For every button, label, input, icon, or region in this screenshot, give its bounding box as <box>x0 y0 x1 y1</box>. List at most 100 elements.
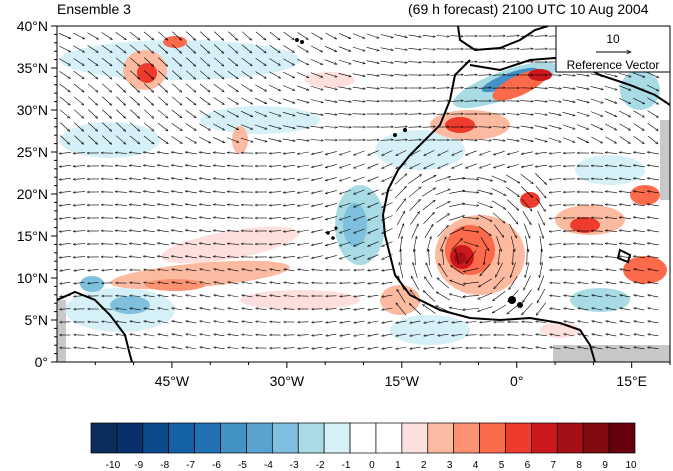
wind-arrow <box>87 135 98 145</box>
wind-arrow <box>408 187 421 198</box>
wind-arrow <box>284 269 295 272</box>
wind-arrow <box>452 150 463 156</box>
colorbar-tick-label: -10 <box>106 460 121 471</box>
wind-arrow <box>157 256 169 259</box>
wind-arrow <box>368 270 379 271</box>
wind-arrow <box>87 57 98 66</box>
wind-arrow <box>380 140 394 141</box>
wind-arrow <box>143 165 155 168</box>
wind-arrow <box>115 257 128 258</box>
wind-arrow <box>354 333 365 336</box>
wind-arrow <box>394 47 408 50</box>
wind-arrow <box>592 295 603 298</box>
wind-arrow <box>647 256 659 259</box>
wind-arrow <box>115 44 126 53</box>
wind-arrow <box>254 111 267 117</box>
wind-arrow <box>199 110 211 117</box>
wind-arrow <box>506 114 520 115</box>
wind-arrow <box>115 135 126 145</box>
wind-arrow <box>241 57 252 66</box>
wind-arrow <box>115 153 128 154</box>
wind-arrow <box>270 269 281 272</box>
colorbar-tick-label: -4 <box>264 460 273 471</box>
wind-arrow <box>129 31 140 40</box>
wind-arrow <box>606 282 617 285</box>
wind-arrow <box>464 140 478 141</box>
wind-arrow <box>522 347 533 348</box>
wind-arrow <box>59 96 70 105</box>
lon-tick-label: 15°E <box>616 373 647 389</box>
wind-arrow <box>521 151 533 154</box>
colorbar-tick-label: 9 <box>602 460 608 471</box>
wind-arrow <box>605 136 616 144</box>
wind-arrow <box>478 75 492 76</box>
wind-arrow <box>338 33 351 39</box>
wind-arrow <box>633 243 645 246</box>
wind-arrow <box>283 58 294 66</box>
wind-arrow <box>88 283 99 284</box>
wind-arrow <box>647 135 658 144</box>
wind-arrow <box>115 192 128 193</box>
wind-arrow <box>513 248 514 265</box>
wind-arrow <box>366 73 380 76</box>
wind-arrow <box>450 266 464 275</box>
wind-arrow <box>478 226 492 235</box>
wind-arrow <box>129 122 140 132</box>
wind-arrow <box>144 347 155 350</box>
wind-arrow <box>185 165 197 168</box>
wind-arrow <box>59 109 70 118</box>
wind-arrow <box>506 199 519 211</box>
wind-arrow <box>633 191 645 194</box>
wind-arrow <box>368 294 379 297</box>
wind-arrow <box>158 347 169 350</box>
wind-arrow <box>227 70 238 79</box>
wind-arrow <box>592 321 603 324</box>
colorbar: -10 -9 -8 -7 -6 -5 -4 -3 -2 -1 0 1 2 3 4 5 6 7 8 9 10 <box>90 422 637 471</box>
wind-arrow <box>368 241 379 247</box>
wind-arrow <box>186 308 197 311</box>
wind-arrow <box>340 346 351 349</box>
wind-arrow <box>129 230 142 231</box>
wind-arrow <box>550 334 561 337</box>
wind-arrow <box>199 83 210 92</box>
wind-arrow <box>449 216 464 221</box>
wind-arrow <box>506 138 520 141</box>
wind-arrow <box>506 125 520 128</box>
wind-arrow <box>185 243 197 246</box>
wind-arrow <box>647 122 659 131</box>
wind-arrow <box>605 152 618 153</box>
wind-arrow <box>283 230 296 231</box>
wind-arrow <box>240 110 253 118</box>
wind-arrow <box>619 178 632 180</box>
wind-arrow <box>143 109 154 119</box>
wind-arrow <box>340 333 351 336</box>
wind-arrow <box>171 178 183 181</box>
wind-arrow <box>338 113 352 114</box>
wind-arrow <box>395 199 406 212</box>
colorbar-swatch <box>271 422 299 454</box>
wind-arrow <box>171 243 183 246</box>
wind-arrow <box>578 321 589 324</box>
wind-arrow <box>510 236 515 252</box>
wind-arrow <box>592 334 603 337</box>
wind-arrow <box>158 321 169 324</box>
wind-arrow <box>605 165 618 166</box>
wind-arrow <box>185 178 197 181</box>
wind-arrow <box>549 244 562 245</box>
wind-arrow <box>520 173 534 184</box>
wind-arrow <box>283 204 296 205</box>
wind-arrow <box>311 190 323 194</box>
wind-arrow <box>604 73 618 77</box>
wind-arrow <box>462 205 479 206</box>
wind-arrow <box>548 112 562 116</box>
wind-arrow <box>73 70 84 79</box>
wind-arrow <box>310 85 323 90</box>
wind-arrow <box>213 110 224 118</box>
wind-arrow <box>87 122 98 132</box>
wind-arrow <box>228 321 239 324</box>
wind-arrow <box>394 61 408 62</box>
wind-arrow <box>618 98 631 104</box>
wind-arrow <box>591 192 604 193</box>
wind-arrow <box>199 243 211 246</box>
wind-arrow <box>633 97 645 105</box>
